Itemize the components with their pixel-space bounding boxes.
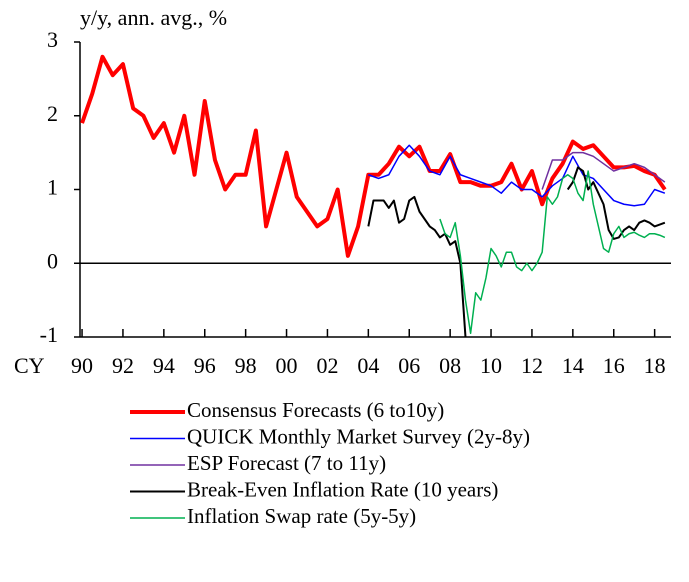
x-tick-label: 18 (644, 353, 666, 378)
series-line (541, 151, 666, 190)
x-tick-label: 96 (194, 353, 216, 378)
x-tick-label: 16 (603, 353, 625, 378)
x-axis-title: CY (14, 353, 45, 378)
x-tick-label: 90 (71, 353, 93, 378)
x-tick-label: 02 (316, 353, 338, 378)
y-tick-label: -1 (40, 322, 58, 347)
series-line (367, 166, 666, 338)
y-axis-title: y/y, ann. avg., % (80, 5, 227, 30)
x-tick-label: 00 (276, 353, 298, 378)
y-tick-label: 3 (47, 27, 58, 52)
series-line (439, 170, 666, 335)
x-tick-label: 06 (398, 353, 420, 378)
x-tick-label: 04 (357, 353, 379, 378)
y-tick-label: 1 (47, 175, 58, 200)
x-tick-label: 12 (521, 353, 543, 378)
series-line (80, 54, 667, 258)
x-tick-label: 98 (235, 353, 257, 378)
x-tick-label: 14 (562, 353, 584, 378)
y-tick-label: 0 (47, 248, 58, 273)
y-tick-label: 2 (47, 101, 58, 126)
legend-label: Inflation Swap rate (5y-5y) (187, 504, 416, 528)
x-tick-label: 92 (112, 353, 134, 378)
x-tick-label: 08 (439, 353, 461, 378)
legend-label: QUICK Monthly Market Survey (2y-8y) (187, 424, 530, 448)
x-tick-label: 94 (153, 353, 175, 378)
legend-label: ESP Forecast (7 to 11y) (187, 451, 386, 475)
x-tick-label: 10 (480, 353, 502, 378)
series-line (368, 144, 666, 207)
legend-label: Break-Even Inflation Rate (10 years) (187, 477, 498, 501)
legend-label: Consensus Forecasts (6 to10y) (187, 398, 444, 422)
